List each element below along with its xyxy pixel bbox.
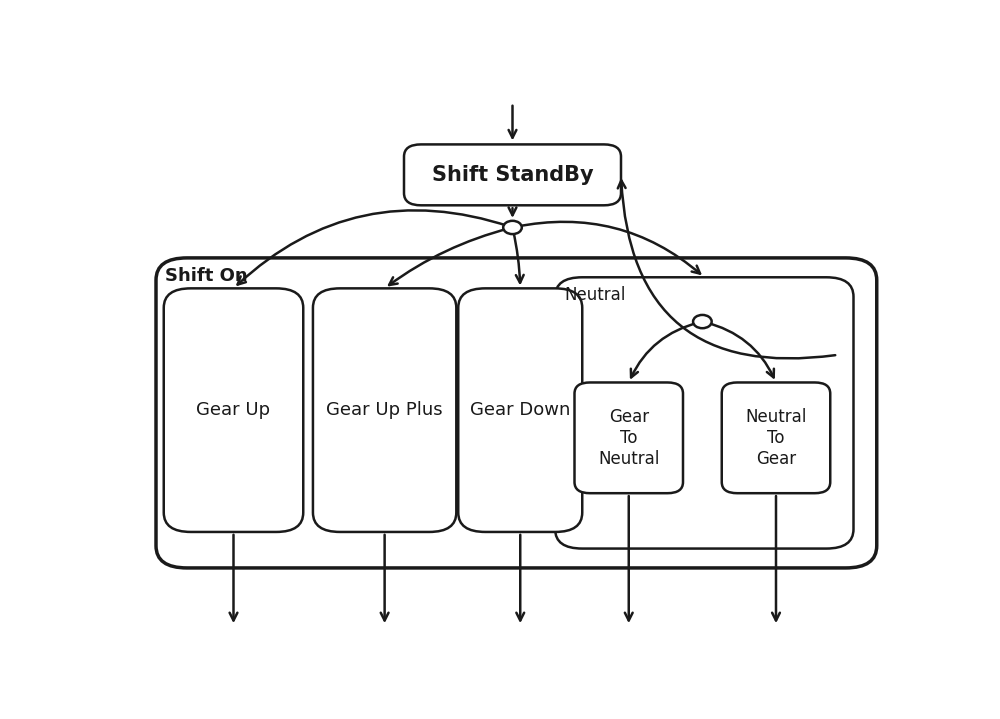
- Text: Gear Down: Gear Down: [470, 401, 570, 419]
- FancyBboxPatch shape: [555, 278, 854, 549]
- Text: Shift StandBy: Shift StandBy: [432, 165, 593, 185]
- Text: Neutral
To
Gear: Neutral To Gear: [745, 408, 807, 467]
- FancyBboxPatch shape: [404, 145, 621, 206]
- FancyBboxPatch shape: [156, 258, 877, 568]
- Text: Gear
To
Neutral: Gear To Neutral: [598, 408, 659, 467]
- Text: Neutral: Neutral: [564, 286, 626, 304]
- Circle shape: [693, 315, 712, 328]
- FancyBboxPatch shape: [574, 383, 683, 493]
- Text: Gear Up: Gear Up: [196, 401, 271, 419]
- FancyBboxPatch shape: [458, 288, 582, 532]
- Text: Shift On: Shift On: [165, 267, 248, 285]
- FancyBboxPatch shape: [313, 288, 456, 532]
- Circle shape: [503, 221, 522, 234]
- FancyBboxPatch shape: [164, 288, 303, 532]
- Text: Gear Up Plus: Gear Up Plus: [326, 401, 443, 419]
- FancyBboxPatch shape: [722, 383, 830, 493]
